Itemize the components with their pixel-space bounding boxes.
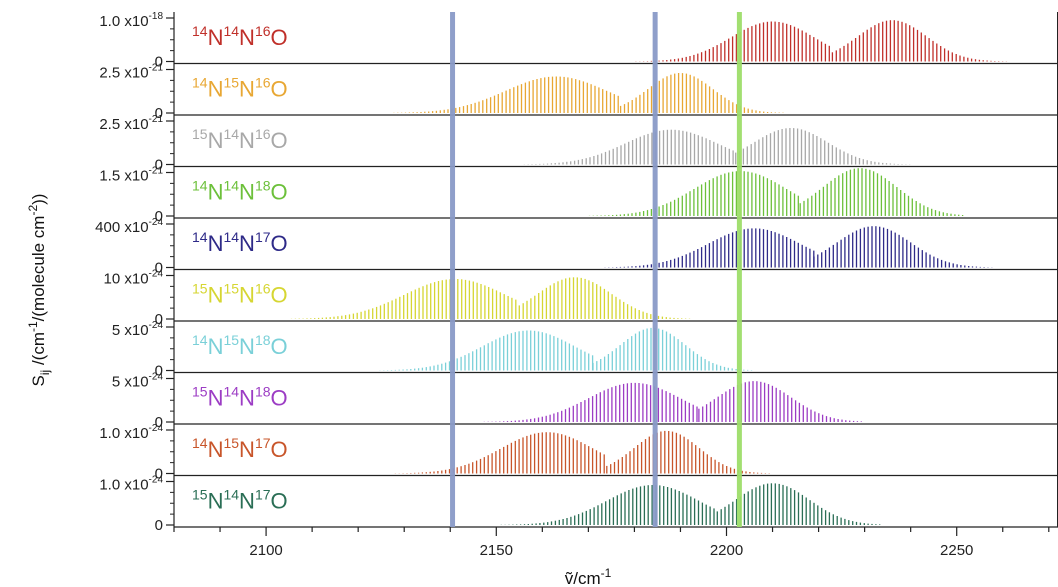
y-tick-label-max: 2.5 x10-21 (99, 63, 163, 82)
spectrum-15n14n17o (500, 483, 881, 525)
spectrum-15n14n18o (483, 381, 862, 422)
spectrum-15n14n16o (523, 128, 911, 165)
panel-15n14n18o: 0 5 x10-24 15N14N18O (112, 372, 1058, 431)
y-axis-title: Sij /(cm-1/(molecule cm-2)) (26, 194, 52, 387)
isotopologue-label-14n14n18o: 14N14N18O (192, 178, 288, 205)
panel-14n14n17o: 0 400 x10-24 14N14N17O (95, 217, 1058, 277)
y-tick-label-max: 10 x10-24 (104, 269, 164, 288)
panel-15n14n17o: 0 1.0 x10-24 15N14N17O (99, 475, 1058, 534)
y-tick-label-max: 1.0 x10-24 (99, 475, 163, 494)
y-tick-label-zero: 0 (155, 260, 163, 277)
panel-14n15n18o: 0 5 x10-24 14N15N18O (112, 320, 1058, 380)
spectrum-14n15n16o (393, 73, 784, 113)
y-tick-label-zero: 0 (155, 208, 163, 225)
x-tick-label: 2200 (710, 542, 743, 559)
x-tick-label: 2250 (940, 542, 973, 559)
y-tick-label-max: 5 x10-24 (112, 372, 164, 391)
y-tick-label-zero: 0 (155, 157, 163, 174)
panel-14n14n18o: 0 1.5 x10-21 14N14N18O (99, 166, 1058, 225)
isotopologue-label-14n14n16o: 14N14N16O (192, 23, 288, 50)
spectrum-15n15n16o (290, 277, 691, 319)
x-tick-label: 2100 (249, 542, 282, 559)
isotopologue-label-15n14n18o: 15N14N18O (192, 384, 288, 411)
vertical-markers-group (450, 12, 742, 527)
y-tick-label-zero: 0 (155, 414, 163, 431)
y-tick-label-zero: 0 (155, 54, 163, 71)
isotopologue-label-14n15n16o: 14N15N16O (192, 75, 288, 102)
x-tick-label: 2150 (480, 542, 513, 559)
x-axis-title: ṽ/cm-1 (565, 566, 612, 587)
y-tick-label-max: 400 x10-24 (95, 217, 163, 236)
panel-14n15n16o: 0 2.5 x10-21 14N15N16O (99, 63, 1058, 122)
y-tick-label-max: 5 x10-24 (112, 320, 164, 339)
panel-15n15n16o: 0 10 x10-24 15N15N16O (104, 269, 1058, 328)
y-tick-label-zero: 0 (155, 311, 163, 328)
panel-14n14n16o: 0 1.0 x10-18 14N14N16O (99, 11, 1058, 71)
y-tick-label-max: 1.5 x10-21 (99, 166, 163, 185)
spectrum-14n15n18o (379, 327, 753, 371)
isotopologue-label-15n14n16o: 15N14N16O (192, 126, 288, 153)
panel-14n15n17o: 0 1.0 x10-24 14N15N17O (99, 423, 1058, 483)
y-tick-label-zero: 0 (155, 363, 163, 380)
y-tick-label-zero: 0 (155, 105, 163, 122)
isotopologue-label-14n15n17o: 14N15N17O (192, 435, 288, 462)
y-tick-label-max: 1.0 x10-18 (99, 11, 163, 30)
spectrum-14n14n18o (588, 168, 964, 216)
isotopologue-label-15n15n16o: 15N15N16O (192, 281, 288, 308)
isotopologue-label-15n14n17o: 15N14N17O (192, 487, 288, 514)
isotopologue-label-14n15n18o: 14N15N18O (192, 332, 288, 359)
x-axis: 2100 2150 2200 2250 (173, 527, 1050, 559)
y-tick-label-max: 2.5 x10-21 (99, 114, 163, 133)
y-tick-label-max: 1.0 x10-24 (99, 423, 163, 442)
y-tick-label-zero: 0 (155, 466, 163, 483)
spectrum-14n14n16o (635, 20, 1008, 62)
y-tick-label-zero: 0 (155, 517, 163, 534)
panel-15n14n16o: 0 2.5 x10-21 15N14N16O (99, 114, 1058, 174)
isotopologue-label-14n14n17o: 14N14N17O (192, 229, 288, 256)
spectrum-14n14n17o (604, 226, 993, 268)
